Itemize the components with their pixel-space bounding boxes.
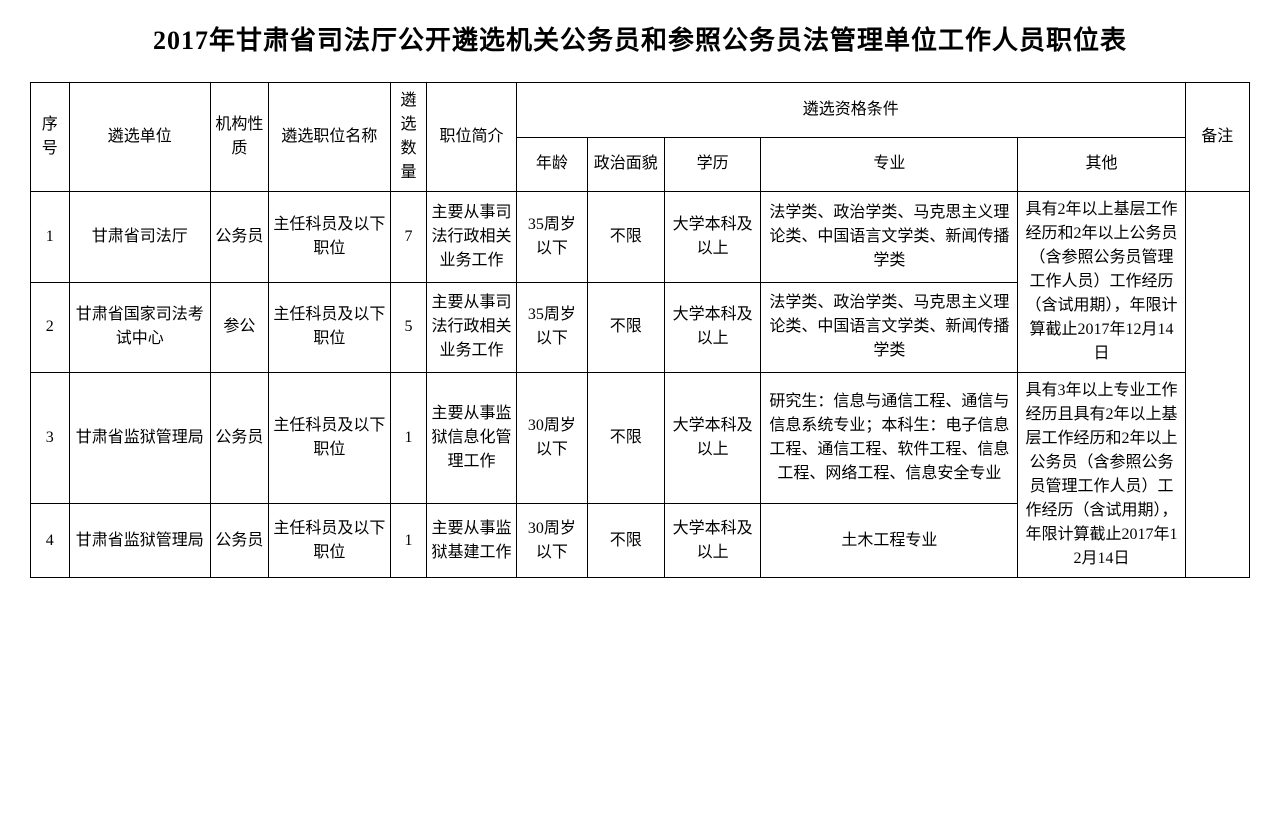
cell-nature: 公务员 bbox=[211, 192, 269, 283]
cell-qty: 7 bbox=[391, 192, 427, 283]
cell-seq: 3 bbox=[31, 373, 70, 504]
header-row-1: 序号 遴选单位 机构性质 遴选职位名称 遴选数量 职位简介 遴选资格条件 备注 bbox=[31, 83, 1250, 138]
cell-remark bbox=[1185, 192, 1249, 578]
cell-qty: 1 bbox=[391, 504, 427, 578]
table-row: 3 甘肃省监狱管理局 公务员 主任科员及以下职位 1 主要从事监狱信息化管理工作… bbox=[31, 373, 1250, 504]
cell-nature: 公务员 bbox=[211, 504, 269, 578]
cell-intro: 主要从事监狱信息化管理工作 bbox=[427, 373, 517, 504]
cell-other-group1: 具有2年以上基层工作经历和2年以上公务员（含参照公务员管理工作人员）工作经历（含… bbox=[1018, 192, 1185, 373]
cell-major: 法学类、政治学类、马克思主义理论类、中国语言文学类、新闻传播学类 bbox=[761, 282, 1018, 373]
th-other: 其他 bbox=[1018, 137, 1185, 192]
th-age: 年龄 bbox=[517, 137, 588, 192]
cell-nature: 参公 bbox=[211, 282, 269, 373]
cell-age: 35周岁以下 bbox=[517, 192, 588, 283]
cell-intro: 主要从事司法行政相关业务工作 bbox=[427, 282, 517, 373]
cell-posname: 主任科员及以下职位 bbox=[268, 504, 390, 578]
position-table: 序号 遴选单位 机构性质 遴选职位名称 遴选数量 职位简介 遴选资格条件 备注 … bbox=[30, 82, 1250, 578]
cell-age: 30周岁以下 bbox=[517, 504, 588, 578]
cell-political: 不限 bbox=[587, 504, 664, 578]
th-intro: 职位简介 bbox=[427, 83, 517, 192]
cell-other-group2: 具有3年以上专业工作经历且具有2年以上基层工作经历和2年以上公务员（含参照公务员… bbox=[1018, 373, 1185, 578]
cell-edu: 大学本科及以上 bbox=[664, 192, 760, 283]
cell-qty: 1 bbox=[391, 373, 427, 504]
cell-posname: 主任科员及以下职位 bbox=[268, 373, 390, 504]
cell-unit: 甘肃省监狱管理局 bbox=[69, 373, 210, 504]
th-qty: 遴选数量 bbox=[391, 83, 427, 192]
cell-posname: 主任科员及以下职位 bbox=[268, 282, 390, 373]
cell-unit: 甘肃省国家司法考试中心 bbox=[69, 282, 210, 373]
cell-age: 30周岁以下 bbox=[517, 373, 588, 504]
th-posname: 遴选职位名称 bbox=[268, 83, 390, 192]
cell-edu: 大学本科及以上 bbox=[664, 373, 760, 504]
cell-unit: 甘肃省司法厅 bbox=[69, 192, 210, 283]
th-qualgroup: 遴选资格条件 bbox=[517, 83, 1186, 138]
th-political: 政治面貌 bbox=[587, 137, 664, 192]
table-row: 1 甘肃省司法厅 公务员 主任科员及以下职位 7 主要从事司法行政相关业务工作 … bbox=[31, 192, 1250, 283]
cell-major: 土木工程专业 bbox=[761, 504, 1018, 578]
th-seq: 序号 bbox=[31, 83, 70, 192]
cell-age: 35周岁以下 bbox=[517, 282, 588, 373]
th-unit: 遴选单位 bbox=[69, 83, 210, 192]
cell-seq: 1 bbox=[31, 192, 70, 283]
th-remark: 备注 bbox=[1185, 83, 1249, 192]
page-title: 2017年甘肃省司法厅公开遴选机关公务员和参照公务员法管理单位工作人员职位表 bbox=[30, 20, 1250, 57]
cell-intro: 主要从事监狱基建工作 bbox=[427, 504, 517, 578]
cell-qty: 5 bbox=[391, 282, 427, 373]
cell-major: 研究生：信息与通信工程、通信与信息系统专业；本科生：电子信息工程、通信工程、软件… bbox=[761, 373, 1018, 504]
cell-seq: 4 bbox=[31, 504, 70, 578]
th-nature: 机构性质 bbox=[211, 83, 269, 192]
cell-posname: 主任科员及以下职位 bbox=[268, 192, 390, 283]
cell-edu: 大学本科及以上 bbox=[664, 282, 760, 373]
cell-major: 法学类、政治学类、马克思主义理论类、中国语言文学类、新闻传播学类 bbox=[761, 192, 1018, 283]
cell-intro: 主要从事司法行政相关业务工作 bbox=[427, 192, 517, 283]
cell-seq: 2 bbox=[31, 282, 70, 373]
th-major: 专业 bbox=[761, 137, 1018, 192]
th-edu: 学历 bbox=[664, 137, 760, 192]
cell-nature: 公务员 bbox=[211, 373, 269, 504]
cell-edu: 大学本科及以上 bbox=[664, 504, 760, 578]
cell-political: 不限 bbox=[587, 282, 664, 373]
cell-unit: 甘肃省监狱管理局 bbox=[69, 504, 210, 578]
cell-political: 不限 bbox=[587, 192, 664, 283]
cell-political: 不限 bbox=[587, 373, 664, 504]
